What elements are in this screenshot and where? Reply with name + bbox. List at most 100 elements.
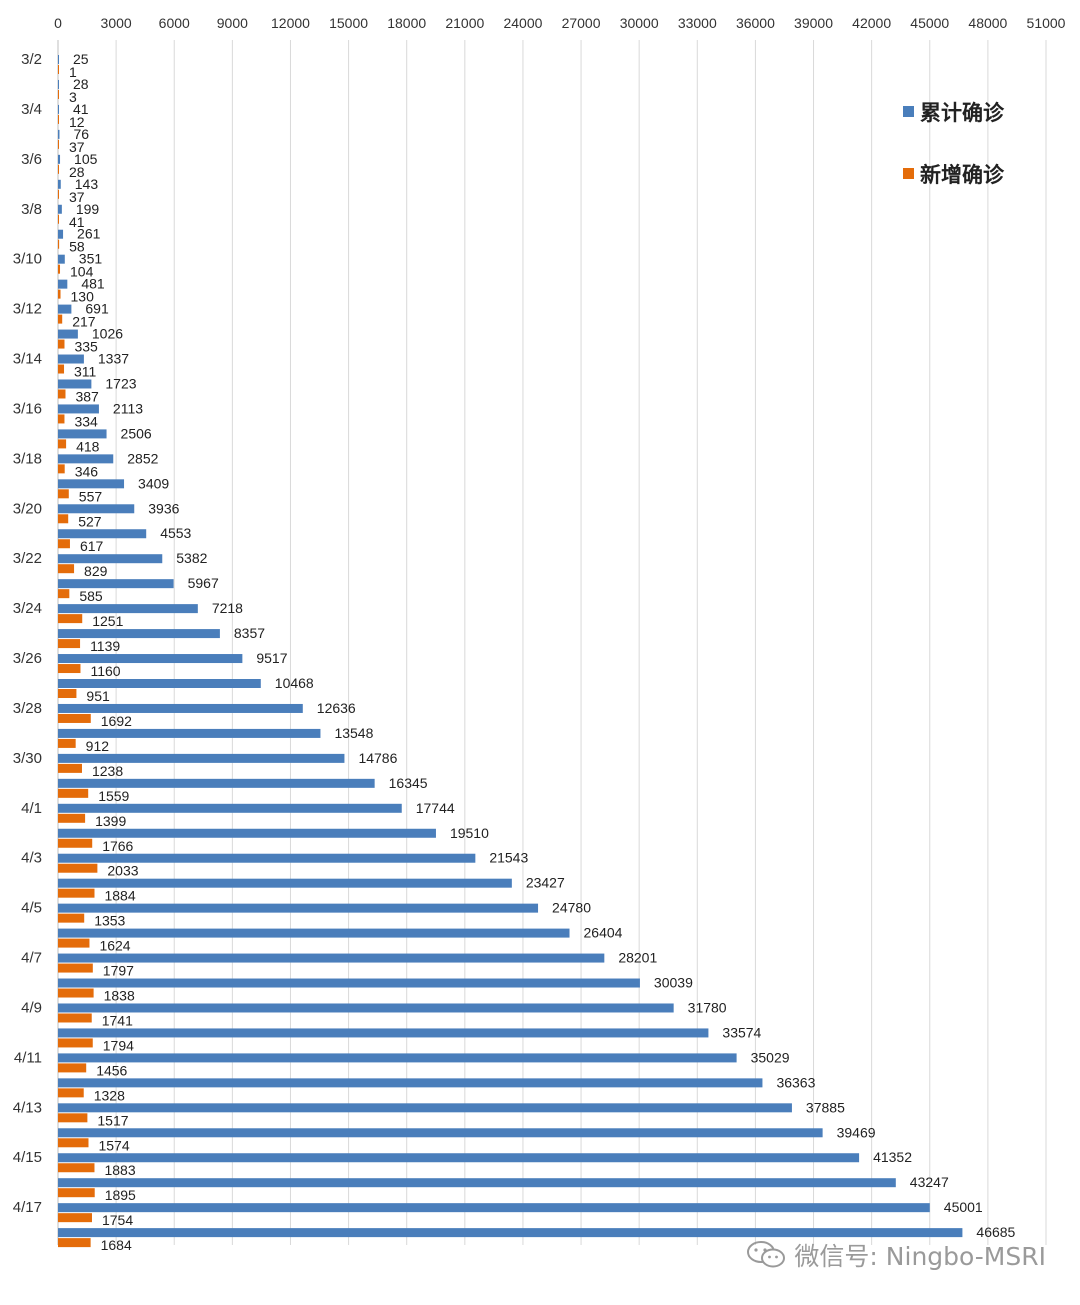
bar-new bbox=[58, 738, 76, 748]
bar-new bbox=[58, 1088, 84, 1098]
wechat-icon bbox=[747, 1241, 786, 1268]
bar-new bbox=[58, 514, 69, 524]
data-label-new: 1160 bbox=[90, 663, 120, 679]
data-label-new: 1754 bbox=[102, 1212, 133, 1228]
bar-cumulative bbox=[58, 1103, 792, 1113]
bar-new bbox=[58, 214, 59, 224]
category-label: 3/16 bbox=[13, 400, 42, 417]
bar-cumulative bbox=[58, 479, 125, 489]
data-label-cumulative: 8357 bbox=[234, 625, 265, 641]
bar-cumulative bbox=[58, 728, 321, 738]
bar-new bbox=[58, 788, 89, 798]
x-tick-label: 0 bbox=[54, 15, 62, 31]
data-label-new: 2033 bbox=[107, 863, 138, 879]
bar-cumulative bbox=[58, 1028, 709, 1038]
data-label-new: 104 bbox=[70, 264, 94, 280]
bar-cumulative bbox=[58, 429, 107, 439]
data-label-cumulative: 26404 bbox=[584, 925, 623, 941]
data-label-cumulative: 37885 bbox=[806, 1099, 845, 1115]
data-label-new: 1251 bbox=[92, 613, 123, 629]
bar-new bbox=[58, 489, 69, 499]
data-label-cumulative: 3409 bbox=[138, 475, 169, 491]
category-label: 3/14 bbox=[13, 351, 42, 368]
data-label-new: 1574 bbox=[98, 1137, 129, 1153]
bar-cumulative bbox=[58, 604, 198, 614]
data-label-cumulative: 45001 bbox=[944, 1199, 983, 1215]
data-label-cumulative: 1723 bbox=[105, 375, 136, 391]
data-label-cumulative: 16345 bbox=[389, 775, 428, 791]
data-label-new: 1456 bbox=[96, 1062, 127, 1078]
bar-cumulative bbox=[58, 354, 84, 364]
bar-cumulative bbox=[58, 154, 61, 164]
bar-new bbox=[58, 988, 94, 998]
watermark-text: 微信号: Ningbo-MSRI bbox=[794, 1242, 1046, 1271]
data-label-cumulative: 41 bbox=[73, 101, 89, 117]
bar-cumulative bbox=[58, 454, 114, 464]
data-label-cumulative: 13548 bbox=[334, 725, 373, 741]
bar-new bbox=[58, 863, 98, 873]
data-label-cumulative: 28 bbox=[73, 76, 89, 92]
bar-cumulative bbox=[58, 828, 436, 838]
data-label-new: 387 bbox=[75, 388, 99, 404]
data-label-cumulative: 41352 bbox=[873, 1149, 912, 1165]
data-label-cumulative: 105 bbox=[74, 151, 98, 167]
data-label-new: 912 bbox=[86, 738, 110, 754]
data-label-cumulative: 1337 bbox=[98, 351, 129, 367]
bar-new bbox=[58, 963, 93, 973]
x-axis-ticks: 0 3000 6000 9000 12000 15000 18000 21000 24000 27… bbox=[54, 15, 1066, 31]
category-label: 4/15 bbox=[13, 1149, 42, 1166]
data-label-new: 1624 bbox=[99, 938, 130, 954]
data-label-new: 557 bbox=[79, 488, 103, 504]
bar-cumulative bbox=[58, 853, 476, 863]
data-label-cumulative: 2506 bbox=[121, 425, 152, 441]
bar-cumulative bbox=[58, 55, 59, 64]
category-label: 3/4 bbox=[21, 101, 42, 118]
data-label-new: 1238 bbox=[92, 763, 123, 779]
bar-cumulative bbox=[58, 79, 59, 89]
bar-cumulative bbox=[58, 254, 65, 264]
bar-new bbox=[58, 389, 66, 399]
data-label-new: 1517 bbox=[97, 1112, 128, 1128]
bar-new bbox=[58, 414, 65, 424]
bar-new bbox=[58, 1163, 95, 1173]
data-label-new: 311 bbox=[74, 364, 97, 380]
x-tick-label: 18000 bbox=[387, 15, 426, 31]
bar-cumulative bbox=[58, 803, 402, 813]
bar-cumulative bbox=[58, 878, 512, 888]
data-label-new: 37 bbox=[69, 139, 85, 155]
bar-cumulative bbox=[58, 1153, 860, 1163]
bar-new bbox=[58, 664, 81, 674]
data-label-cumulative: 39469 bbox=[837, 1124, 876, 1140]
bar-new bbox=[58, 539, 70, 549]
data-label-new: 1139 bbox=[90, 638, 120, 654]
category-label: 3/24 bbox=[13, 600, 42, 617]
bar-new bbox=[58, 589, 70, 599]
data-label-new: 1895 bbox=[105, 1187, 136, 1203]
bar-new bbox=[58, 189, 59, 199]
bar-new bbox=[58, 1038, 93, 1048]
data-label-new: 1797 bbox=[103, 963, 134, 979]
data-label-cumulative: 14786 bbox=[358, 750, 397, 766]
x-tick-label: 21000 bbox=[445, 15, 484, 31]
data-label-cumulative: 691 bbox=[85, 301, 109, 317]
data-label-cumulative: 24780 bbox=[552, 900, 591, 916]
data-label-cumulative: 28201 bbox=[618, 950, 657, 966]
bar-new bbox=[58, 838, 93, 848]
bar-cumulative bbox=[58, 129, 60, 139]
category-label: 4/17 bbox=[13, 1199, 42, 1216]
category-label: 4/11 bbox=[14, 1049, 42, 1066]
data-label-new: 1766 bbox=[102, 838, 133, 854]
category-label: 3/6 bbox=[21, 151, 42, 168]
data-label-new: 1883 bbox=[104, 1162, 135, 1178]
bar-new bbox=[58, 289, 61, 299]
watermark: 微信号: Ningbo-MSRI bbox=[746, 1237, 1046, 1273]
bar-new bbox=[58, 1238, 91, 1248]
bar-cumulative bbox=[58, 629, 220, 639]
y-axis-categories: 3/2 3/4 3/6 3/8 3/10 3/12 3/14 3/16 3/18 3/20 3/22… bbox=[13, 51, 42, 1216]
x-tick-label: 51000 bbox=[1027, 15, 1066, 31]
data-label-cumulative: 30039 bbox=[654, 975, 693, 991]
data-label-new: 1399 bbox=[95, 813, 126, 829]
category-label: 4/7 bbox=[21, 950, 42, 967]
data-label-cumulative: 7218 bbox=[212, 600, 243, 616]
data-label-new: 585 bbox=[79, 588, 103, 604]
